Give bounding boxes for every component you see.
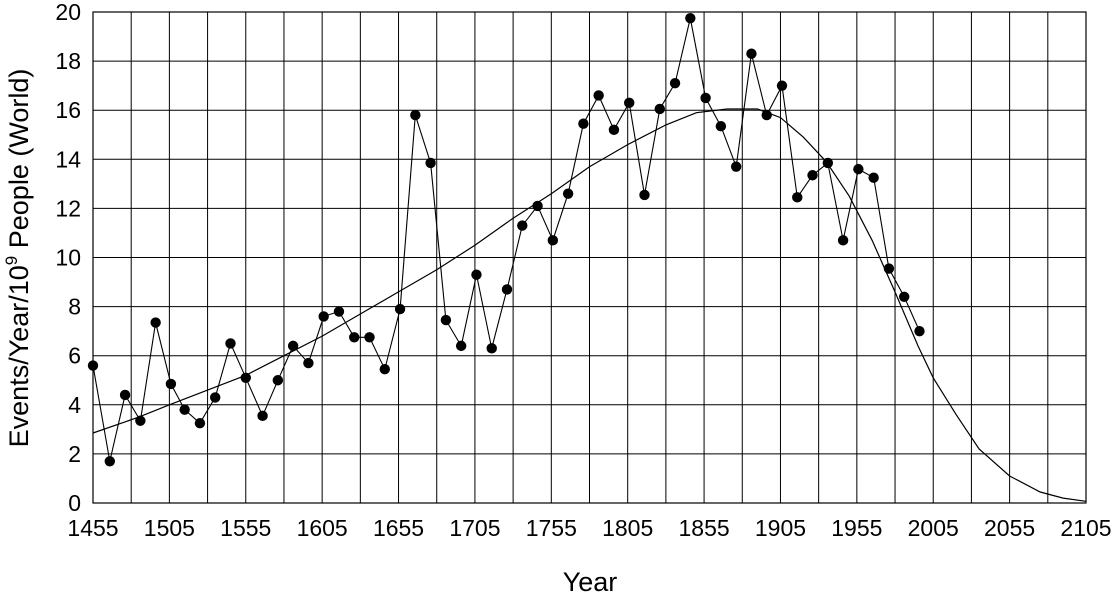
data-point (654, 103, 665, 115)
x-tick-label: 1455 (67, 515, 118, 541)
data-point (776, 80, 788, 91)
y-tick-labels: 0 2 4 6 8 10 12 14 16 18 20 (55, 0, 81, 516)
data-point (394, 303, 406, 315)
x-tick-label: 1555 (220, 515, 271, 541)
y-tick-label: 6 (68, 343, 81, 369)
plot-frame (92, 11, 1087, 504)
x-tick-label: 1905 (755, 515, 806, 541)
data-point (669, 77, 681, 89)
data-point (410, 109, 421, 121)
data-point (761, 109, 772, 121)
data-point (303, 357, 314, 369)
data-point (608, 124, 620, 136)
data-point (210, 392, 221, 403)
y-tick-label: 20 (55, 0, 81, 25)
data-point (349, 332, 360, 343)
data-point (868, 172, 879, 183)
x-tick-label: 2055 (984, 515, 1035, 541)
data-point (685, 12, 696, 24)
y-axis-title-superscript: 9 (2, 256, 21, 265)
series-layer (87, 12, 1087, 502)
x-tick-label: 1655 (373, 515, 424, 541)
data-point (700, 92, 711, 104)
data-point (87, 360, 99, 371)
data-point (822, 157, 834, 169)
data-point (593, 90, 604, 101)
x-tick-label: 1755 (526, 515, 577, 541)
data-point (639, 189, 650, 201)
data-point (135, 415, 146, 426)
data-point (333, 306, 345, 317)
x-tick-labels: 1455 1505 1555 1605 1655 1705 1755 1805 1855 1905… (67, 515, 1111, 541)
x-tick-label: 1805 (602, 515, 653, 541)
data-point (379, 364, 390, 375)
data-point (240, 372, 251, 383)
data-point (899, 291, 910, 302)
data-point (807, 170, 818, 181)
y-axis-title-main: Events/Year/10 (4, 265, 34, 447)
data-point (225, 338, 236, 349)
y-tick-label: 4 (68, 392, 81, 418)
data-point (471, 269, 482, 280)
data-point (501, 284, 513, 295)
data-point (272, 375, 284, 386)
x-tick-label: 1705 (449, 515, 500, 541)
x-tick-label: 2105 (1060, 515, 1111, 541)
data-point (194, 418, 206, 429)
data-point (179, 404, 190, 415)
y-axis-title: Events/Year/109 People (World) (2, 69, 34, 448)
x-tick-label: 2005 (908, 515, 959, 541)
data-point (440, 314, 452, 326)
data-point (517, 220, 528, 231)
y-tick-label: 14 (55, 146, 81, 172)
x-tick-label: 1505 (144, 515, 195, 541)
grid (92, 11, 1087, 504)
data-point (562, 188, 574, 199)
data-point (104, 456, 116, 467)
y-tick-label: 2 (68, 441, 81, 467)
x-axis-title: Year (563, 567, 618, 593)
data-point (730, 161, 742, 172)
data-point (624, 97, 635, 109)
data-point (578, 118, 589, 129)
data-point (364, 332, 375, 343)
data-point (792, 192, 803, 203)
y-axis-title-tail: People (World) (4, 69, 34, 256)
data-point (547, 235, 559, 246)
x-tick-label: 1605 (297, 515, 348, 541)
y-tick-label: 0 (68, 490, 81, 516)
data-point (883, 263, 895, 274)
data-point (287, 340, 299, 352)
x-tick-label: 1955 (831, 515, 882, 541)
data-point (425, 157, 436, 169)
data-point (837, 235, 849, 246)
data-point (715, 120, 727, 132)
data-point (455, 340, 467, 352)
data-point (486, 343, 497, 354)
y-tick-label: 12 (55, 195, 81, 221)
data-point (257, 410, 268, 422)
data-point (318, 311, 329, 322)
y-tick-label: 16 (55, 97, 81, 123)
data-point (746, 48, 757, 59)
data-point (914, 325, 925, 337)
y-tick-label: 8 (68, 294, 81, 320)
y-tick-label: 18 (55, 48, 81, 74)
data-point (165, 378, 177, 390)
data-point (853, 163, 864, 175)
y-tick-label: 10 (55, 245, 81, 271)
data-point (119, 389, 131, 401)
x-tick-label: 1855 (678, 515, 729, 541)
data-point (532, 200, 543, 212)
data-point (150, 317, 161, 328)
